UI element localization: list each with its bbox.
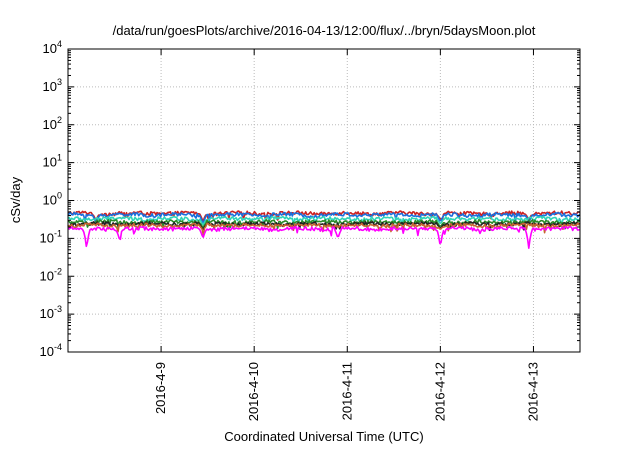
y-axis-label: cSv/day xyxy=(8,176,23,223)
y-tick-label: 103 xyxy=(43,77,62,94)
series-line xyxy=(67,219,581,230)
y-tick-label: 104 xyxy=(43,39,62,56)
x-tick-label: 2016-4-12 xyxy=(432,362,447,421)
series-layer xyxy=(67,210,581,249)
y-tick-label: 10-1 xyxy=(40,228,62,245)
y-tick-label: 10-2 xyxy=(40,266,62,283)
y-axis: 10-4 10-3 10-2 10-1 100 101 102 103 104 xyxy=(40,39,580,359)
series-line xyxy=(67,225,581,249)
x-axis-label: Coordinated Universal Time (UTC) xyxy=(224,429,423,444)
chart-title: /data/run/goesPlots/archive/2016-04-13/1… xyxy=(113,23,536,38)
series-line xyxy=(67,211,581,224)
grid xyxy=(68,48,580,353)
x-axis: 2016-4-9 2016-4-10 2016-4-11 2016-4-12 2016-… xyxy=(153,49,540,421)
y-tick-label: 10-4 xyxy=(40,342,62,359)
y-tick-label: 100 xyxy=(43,191,62,208)
y-tick-label: 101 xyxy=(43,153,62,170)
x-tick-label: 2016-4-11 xyxy=(339,362,354,420)
x-tick-label: 2016-4-13 xyxy=(525,362,540,421)
x-tick-label: 2016-4-9 xyxy=(153,362,168,414)
y-tick-label: 102 xyxy=(43,115,62,132)
y-tick-label: 10-3 xyxy=(40,304,62,321)
series-line xyxy=(67,210,581,222)
x-tick-label: 2016-4-10 xyxy=(246,362,261,421)
